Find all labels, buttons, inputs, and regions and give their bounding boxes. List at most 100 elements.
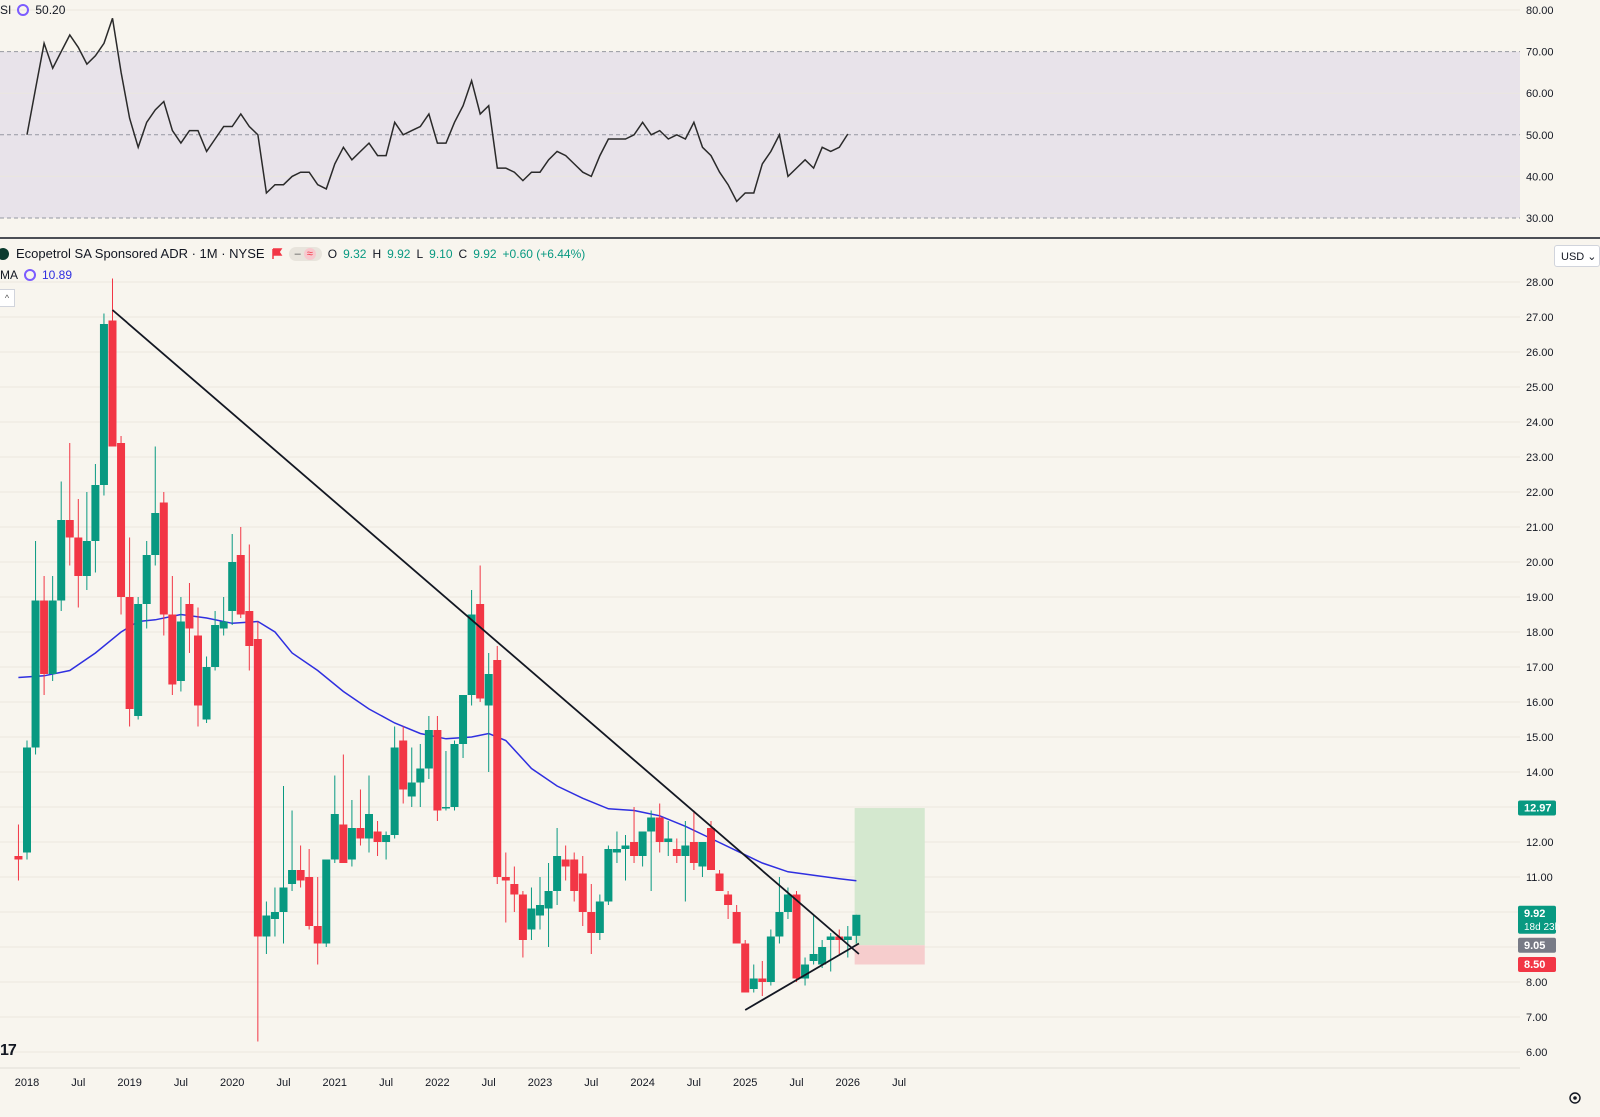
time-tick-label: Jul [482,1077,496,1089]
candle-body [365,814,373,839]
candle-body [296,870,305,881]
rsi-tick-label: 80.00 [1526,5,1554,17]
candle-body [450,744,459,807]
time-tick-label: 2021 [323,1077,347,1089]
candle-body [399,740,408,790]
candle-body [801,964,810,979]
candle-body [151,513,160,555]
price-label-stop [1518,957,1556,972]
candle-body [23,747,31,853]
candle-body [578,873,587,912]
candle-body [99,324,108,485]
price-tick-label: 18.00 [1526,627,1554,639]
candle-body [476,604,485,699]
candle-body [638,831,647,856]
candle-body [125,597,134,709]
candle-body [236,555,245,615]
take-profit-zone [854,808,925,946]
rsi-legend[interactable]: SI 50.20 [0,3,65,17]
candle-body [194,635,202,706]
candle-body [484,674,493,706]
price-tick-label: 28.00 [1526,277,1554,289]
time-tick-label: Jul [584,1077,598,1089]
price-label-text-last: 9.92 [1524,908,1545,920]
candle-body [313,926,322,944]
candle-body [74,537,83,576]
candle-body [347,828,356,860]
candle-body [219,621,228,629]
candle-body [835,936,844,940]
indicator-toggle-pill[interactable]: – ≈ [288,246,322,261]
candle-body [544,891,553,909]
candle-body [630,842,639,856]
ma-label: MA [0,268,18,282]
candle-body [689,842,698,863]
flag-icon[interactable] [271,247,283,260]
symbol-title: Ecopetrol SA Sponsored ADR · 1M · NYSE [16,246,265,261]
close-label: C [458,246,468,261]
price-label-text-stop: 8.50 [1524,959,1545,971]
candle-body [775,912,784,937]
candle-body [82,541,91,576]
open-value: 9.32 [343,246,367,261]
candle-body [433,730,442,811]
dash-icon: – [294,247,301,260]
candle-body [262,915,271,937]
time-tick-label: 2026 [836,1077,860,1089]
candle-body [176,621,185,681]
candle-body [416,768,425,783]
rsi-tick-label: 30.00 [1526,213,1554,225]
candle-body [253,639,262,937]
candle-body [245,611,254,646]
candle-body [664,838,673,842]
candle-body [459,695,468,744]
candle-body [356,828,365,839]
symbol-logo-icon [0,247,9,260]
moving-average-line [18,613,857,882]
candle-body [681,845,690,856]
candle-body [647,817,656,832]
candle-body [407,782,416,797]
time-tick-label: 2018 [15,1077,39,1089]
ma-refresh-icon[interactable] [24,269,36,281]
collapse-legend-button[interactable]: ^ [0,289,15,307]
candle-body [159,502,168,615]
candle-body [270,912,279,919]
candle-body [621,845,630,849]
symbol-legend[interactable]: Ecopetrol SA Sponsored ADR · 1M · NYSE –… [0,246,585,261]
candle-body [818,947,827,965]
price-tick-label: 27.00 [1526,312,1554,324]
refresh-icon[interactable] [17,4,30,16]
candle-body [595,901,604,933]
settings-gear-icon [1569,1092,1581,1104]
price-tick-label: 24.00 [1526,417,1554,429]
time-tick-label: Jul [892,1077,906,1089]
tradingview-logo[interactable]: 17 [0,1042,17,1059]
candle-body [783,894,792,912]
candle-body [604,849,613,902]
rsi-tick-label: 60.00 [1526,88,1554,100]
trendline-descending [111,309,860,955]
time-tick-label: Jul [71,1077,85,1089]
candle-body [467,614,476,695]
price-label-text-target: 12.97 [1524,803,1552,815]
time-tick-label: 2025 [733,1077,757,1089]
currency-select[interactable]: USD ⌄ [1554,245,1600,267]
candle-body [31,600,40,748]
candle-body [518,894,527,940]
candle-body [14,856,23,860]
candle-body [424,730,433,769]
price-label-target [1518,800,1556,816]
ma-value: 10.89 [42,268,73,282]
candle-body [553,856,562,891]
price-tick-label: 20.00 [1526,557,1554,569]
ma-legend[interactable]: MA 10.89 [0,268,72,282]
candle-body [40,600,49,674]
candle-body [382,835,391,842]
candle-body [809,954,818,961]
candle-body [655,817,664,842]
candle-body [852,914,861,936]
price-tick-label: 21.00 [1526,522,1554,534]
candle-body [707,828,715,870]
